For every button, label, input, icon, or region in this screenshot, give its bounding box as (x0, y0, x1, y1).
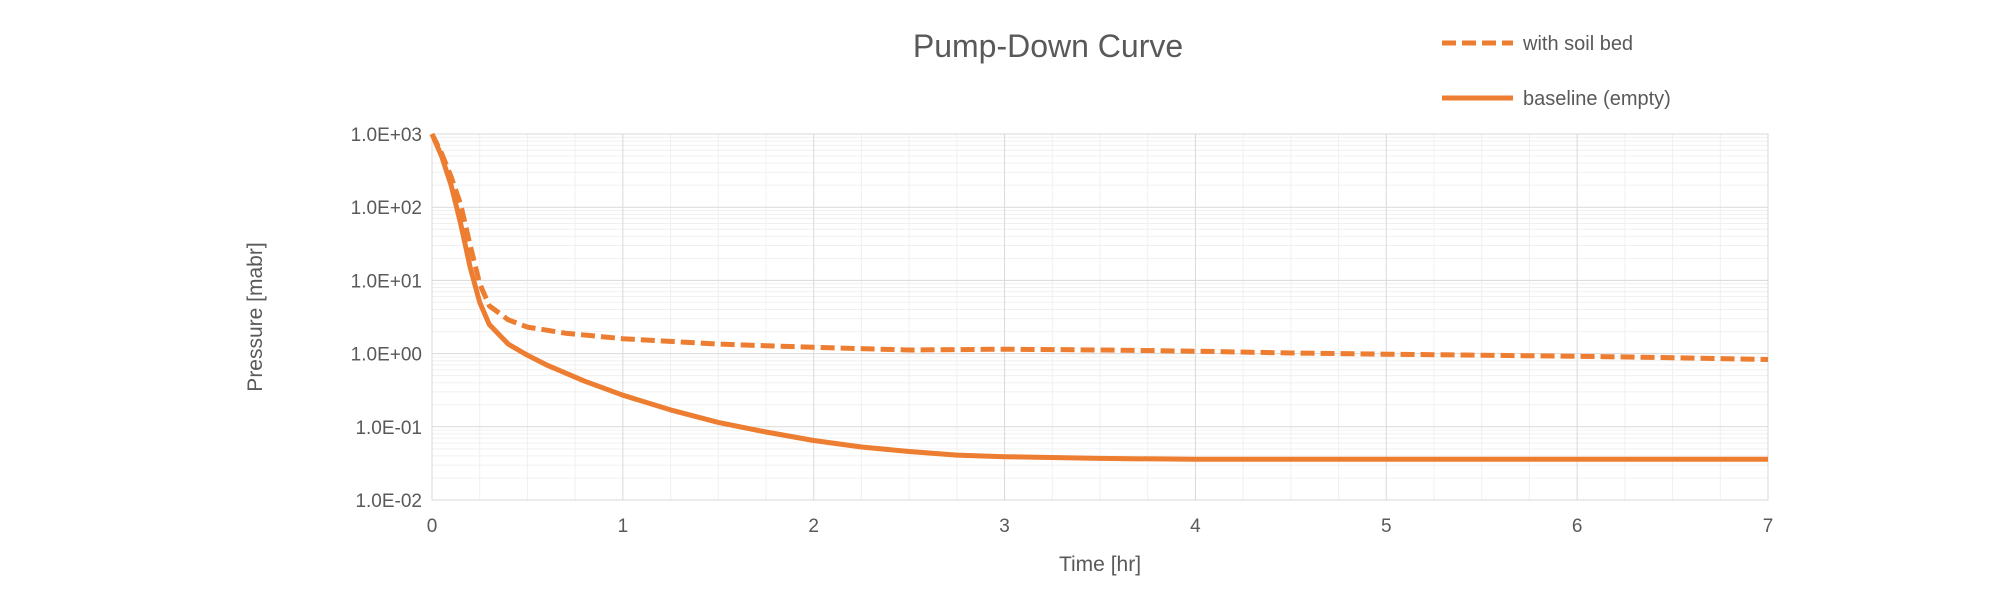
x-tick-label: 3 (999, 516, 1010, 537)
series-line-with-soil-bed (429, 132, 1769, 362)
x-tick-label: 5 (1381, 516, 1392, 537)
legend-label-with-soil-bed: with soil bed (1522, 33, 1633, 55)
x-tick-label: 0 (427, 516, 438, 537)
y-tick-label: 1.0E-01 (355, 418, 422, 439)
y-tick-label: 1.0E+03 (351, 125, 422, 146)
chart-title: Pump-Down Curve (913, 28, 1183, 64)
minor-gridlines (432, 134, 1768, 500)
axis-ticks: 0 1 2 3 4 5 6 7 1.0E+03 1.0E+02 1.0E+01 1.0E+00 1.0E… (351, 125, 1774, 537)
series-layer (429, 132, 1769, 462)
y-tick-label: 1.0E+01 (351, 271, 422, 292)
plot-area-frame (431, 133, 1769, 501)
x-axis-label: Time [hr] (1059, 553, 1141, 576)
x-tick-label: 7 (1763, 516, 1774, 537)
legend-label-baseline-empty: baseline (empty) (1523, 88, 1671, 110)
legend: with soil bed baseline (empty) (1442, 33, 1671, 110)
y-tick-label: 1.0E+00 (351, 345, 422, 366)
x-tick-label: 4 (1190, 516, 1201, 537)
x-tick-label: 2 (808, 516, 819, 537)
x-tick-label: 1 (618, 516, 629, 537)
x-tick-label: 6 (1572, 516, 1583, 537)
y-axis-label: Pressure [mabr] (244, 242, 267, 391)
y-tick-label: 1.0E+02 (351, 198, 422, 219)
series-line-baseline-empty (429, 133, 1768, 462)
y-tick-label: 1.0E-02 (355, 491, 422, 512)
